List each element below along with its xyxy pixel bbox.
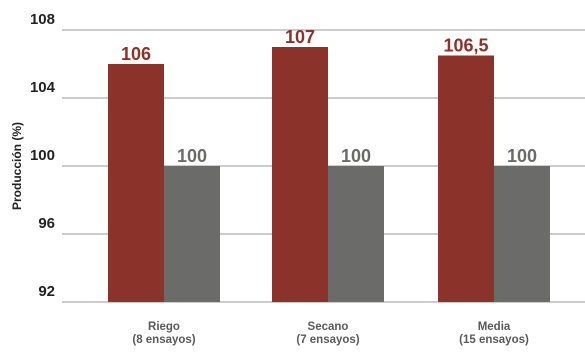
bar-series0-2: [438, 55, 494, 302]
bar-series1-0: [164, 166, 220, 302]
category-label-line1-0: (8 ensayos): [132, 334, 195, 346]
category-labels: Riego(8 ensayos) Secano(7 ensayos) Media(1…: [132, 321, 529, 346]
bar-series0-0: [108, 64, 164, 302]
category-label-line0-2: Media: [478, 321, 511, 333]
y-tick-label: 96: [38, 215, 55, 232]
data-label-series0-2: 106,5: [443, 36, 488, 56]
bar-series1-2: [494, 166, 550, 302]
data-label-series1-2: 100: [507, 146, 537, 166]
bar-series0-1: [272, 47, 328, 302]
y-tick-labels: 92 96 100 104 108: [30, 11, 56, 300]
data-label-series0-0: 106: [121, 44, 151, 64]
y-tick-label: 104: [30, 79, 56, 96]
bars: [108, 47, 550, 302]
bar-series1-1: [328, 166, 384, 302]
data-label-series0-1: 107: [285, 27, 315, 47]
category-label-line0-0: Riego: [148, 321, 180, 333]
y-tick-label: 92: [38, 283, 55, 300]
data-labels: 106 100 107 100 106,5 100: [121, 27, 537, 166]
y-tick-label: 100: [30, 147, 55, 164]
y-axis-label: Producción (%): [10, 122, 24, 210]
y-tick-label: 108: [30, 11, 55, 28]
category-label-line0-1: Secano: [308, 321, 349, 333]
data-label-series1-0: 100: [177, 146, 207, 166]
category-label-line1-1: (7 ensayos): [296, 334, 359, 346]
category-label-line1-2: (15 ensayos): [459, 334, 529, 346]
data-label-series1-1: 100: [341, 146, 371, 166]
